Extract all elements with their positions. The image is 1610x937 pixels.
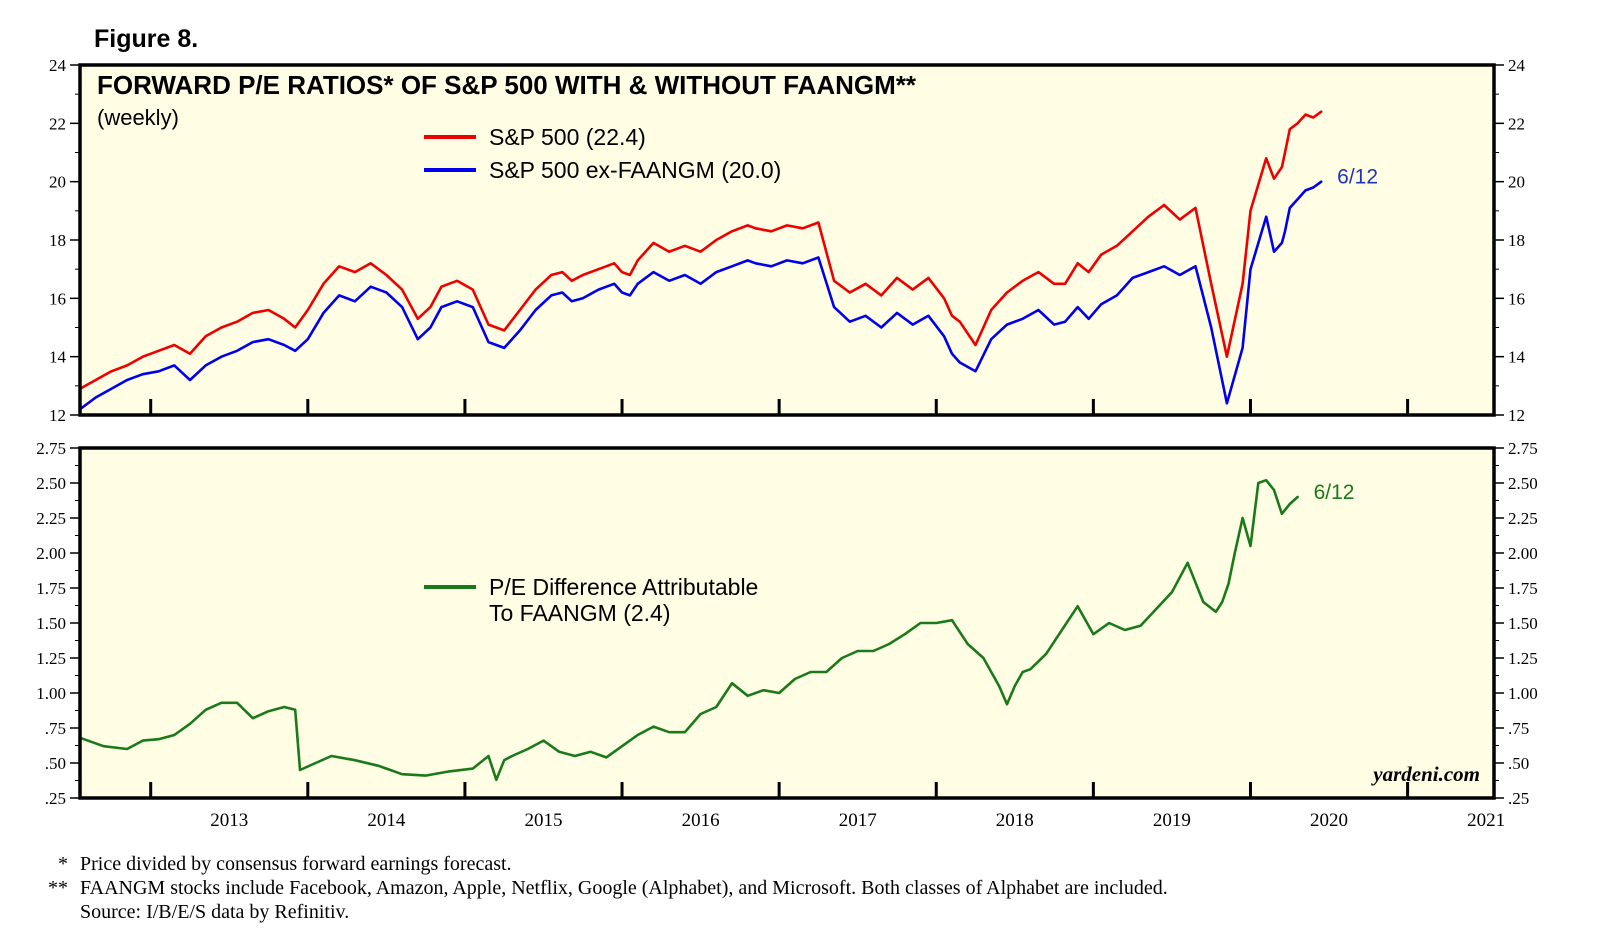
top-plot-frame bbox=[78, 63, 1496, 417]
x-year-label: 2019 bbox=[1153, 810, 1191, 831]
bottom-end-date-label: 6/12 bbox=[1314, 481, 1355, 504]
legend-line-1: P/E Difference Attributable bbox=[489, 574, 758, 600]
x-year-label: 2014 bbox=[367, 810, 406, 831]
bottom-y-tick-label-right: 1.00 bbox=[1508, 684, 1538, 703]
bottom-y-tick-label-left: 1.50 bbox=[36, 614, 66, 633]
bottom-y-tick-label-left: 2.25 bbox=[36, 509, 66, 528]
bottom-y-tick-label-left: .50 bbox=[45, 754, 66, 773]
x-year-label: 2013 bbox=[210, 810, 248, 831]
footnote-text: FAANGM stocks include Facebook, Amazon, … bbox=[80, 877, 1168, 899]
top-series-line-1 bbox=[78, 180, 1323, 411]
bottom-series-line-0 bbox=[78, 478, 1299, 782]
bottom-y-tick-label-left: 2.75 bbox=[36, 439, 66, 458]
top-y-tick-label-left: 16 bbox=[49, 289, 66, 308]
top-y-tick-label-left: 22 bbox=[49, 114, 66, 133]
bottom-y-tick-label-left: 1.75 bbox=[36, 579, 66, 598]
bottom-y-tick-label-left: 1.25 bbox=[36, 649, 66, 668]
top-y-tick-label-right: 18 bbox=[1508, 231, 1525, 250]
bottom-y-tick-label-left: 1.00 bbox=[36, 684, 66, 703]
x-year-label: 2017 bbox=[839, 810, 877, 831]
bottom-y-tick-label-left: 2.50 bbox=[36, 474, 66, 493]
top-end-date-label: 6/12 bbox=[1337, 166, 1378, 189]
bottom-plot-frame bbox=[78, 446, 1496, 800]
x-year-label: 2018 bbox=[996, 810, 1034, 831]
top-y-tick-label-left: 20 bbox=[49, 173, 66, 192]
bottom-y-tick-label-right: 1.75 bbox=[1508, 579, 1538, 598]
footnotes: * Price divided by consensus forward earn… bbox=[48, 853, 1168, 923]
top-y-tick-label-left: 12 bbox=[49, 406, 66, 425]
bottom-y-tick-label-right: .75 bbox=[1508, 719, 1529, 738]
x-year-label: 2021 bbox=[1467, 810, 1505, 831]
x-year-label: 2015 bbox=[524, 810, 562, 831]
x-year-label: 2016 bbox=[682, 810, 720, 831]
chart-title: FORWARD P/E RATIOS* OF S&P 500 WITH & WI… bbox=[97, 70, 917, 100]
bottom-y-tick-label-right: 1.25 bbox=[1508, 649, 1538, 668]
top-y-tick-label-left: 18 bbox=[49, 231, 66, 250]
bottom-y-tick-label-left: .75 bbox=[45, 719, 66, 738]
footnote-text: Price divided by consensus forward earni… bbox=[80, 853, 512, 875]
bottom-panel: .25 .25 .50 .50 .75 .75 1.00 1.00 1.25 1.25 1.50 1.… bbox=[36, 439, 1538, 831]
footnote-text: Source: I/B/E/S data by Refinitiv. bbox=[80, 901, 349, 923]
bottom-y-tick-label-right: .25 bbox=[1508, 789, 1529, 808]
figure-label: Figure 8. bbox=[94, 25, 198, 53]
bottom-y-tick-label-right: 2.50 bbox=[1508, 474, 1538, 493]
bottom-y-tick-label-left: .25 bbox=[45, 789, 66, 808]
legend-line-2: To FAANGM (2.4) bbox=[489, 600, 670, 626]
top-y-tick-label-right: 20 bbox=[1508, 173, 1525, 192]
top-y-tick-label-left: 24 bbox=[49, 56, 67, 75]
top-legend-label-0: S&P 500 (22.4) bbox=[489, 124, 646, 150]
top-y-tick-label-left: 14 bbox=[49, 348, 67, 367]
top-series-line-0 bbox=[78, 110, 1323, 391]
footnote-marker: * bbox=[58, 853, 68, 875]
top-y-tick-label-right: 12 bbox=[1508, 406, 1525, 425]
bottom-y-tick-label-right: .50 bbox=[1508, 754, 1529, 773]
bottom-y-tick-label-right: 2.00 bbox=[1508, 544, 1538, 563]
bottom-y-tick-label-right: 2.25 bbox=[1508, 509, 1538, 528]
footnote-marker: ** bbox=[48, 877, 68, 899]
top-y-tick-label-right: 14 bbox=[1508, 348, 1526, 367]
bottom-y-tick-label-right: 2.75 bbox=[1508, 439, 1538, 458]
top-legend-label-1: S&P 500 ex-FAANGM (20.0) bbox=[489, 157, 781, 183]
top-panel: 12 12 14 14 16 16 18 18 20 20 22 22 24 24 FORWARD P/E … bbox=[49, 56, 1526, 425]
chart-subtitle: (weekly) bbox=[97, 105, 179, 130]
top-y-tick-label-right: 22 bbox=[1508, 114, 1525, 133]
bottom-legend-label-0: P/E Difference Attributable To FAANGM (2.… bbox=[489, 574, 758, 626]
top-y-tick-label-right: 24 bbox=[1508, 56, 1526, 75]
bottom-y-tick-label-right: 1.50 bbox=[1508, 614, 1538, 633]
bottom-y-tick-label-left: 2.00 bbox=[36, 544, 66, 563]
top-y-tick-label-right: 16 bbox=[1508, 289, 1525, 308]
bottom-plot-background bbox=[80, 448, 1494, 798]
x-year-label: 2020 bbox=[1310, 810, 1348, 831]
watermark: yardeni.com bbox=[1370, 762, 1480, 786]
